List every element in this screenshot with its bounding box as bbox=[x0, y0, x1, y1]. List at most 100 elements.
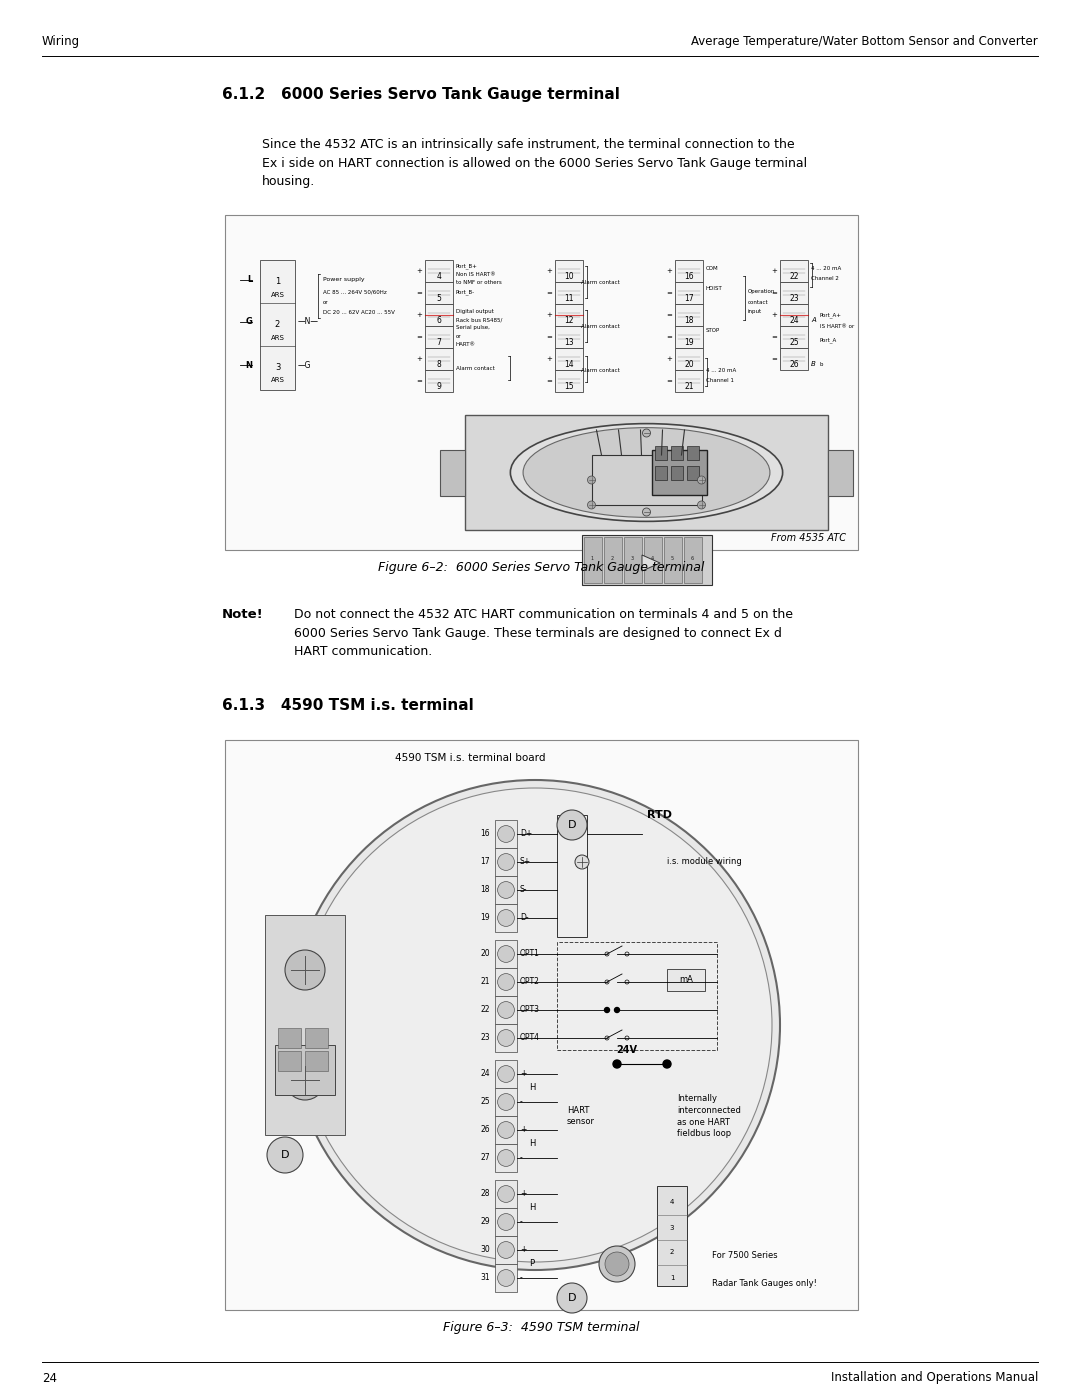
Text: 23: 23 bbox=[789, 293, 799, 303]
Bar bbox=[675, 282, 703, 305]
Bar bbox=[440, 450, 465, 496]
Circle shape bbox=[498, 909, 514, 926]
Text: 23: 23 bbox=[481, 1034, 490, 1042]
Text: Alarm contact: Alarm contact bbox=[581, 279, 619, 285]
Text: 4: 4 bbox=[436, 272, 442, 281]
Text: Do not connect the 4532 ATC HART communication on terminals 4 and 5 on the
6000 : Do not connect the 4532 ATC HART communi… bbox=[294, 608, 793, 658]
Text: +: + bbox=[519, 1189, 526, 1199]
Text: Alarm contact: Alarm contact bbox=[581, 324, 619, 328]
Text: +: + bbox=[416, 312, 422, 319]
Text: P: P bbox=[529, 1260, 535, 1268]
Bar bbox=[663, 536, 681, 583]
Text: 5: 5 bbox=[436, 293, 442, 303]
Bar bbox=[225, 215, 858, 550]
Text: D+: D+ bbox=[519, 830, 532, 838]
Text: 4 ... 20 mA: 4 ... 20 mA bbox=[706, 367, 737, 373]
Text: +: + bbox=[771, 312, 777, 319]
Bar bbox=[426, 348, 453, 370]
Bar bbox=[495, 820, 517, 848]
Circle shape bbox=[498, 826, 514, 842]
Text: 10: 10 bbox=[564, 272, 573, 281]
Bar bbox=[684, 536, 702, 583]
Text: 3: 3 bbox=[670, 1225, 674, 1231]
Text: =: = bbox=[666, 379, 672, 384]
Bar bbox=[426, 282, 453, 305]
Circle shape bbox=[588, 476, 595, 483]
Bar bbox=[265, 915, 345, 1134]
Text: +: + bbox=[546, 312, 552, 319]
Circle shape bbox=[498, 1186, 514, 1203]
Circle shape bbox=[599, 1246, 635, 1282]
Text: For 7500 Series: For 7500 Series bbox=[712, 1250, 778, 1260]
Text: 16: 16 bbox=[685, 272, 693, 281]
Bar bbox=[555, 260, 583, 282]
Circle shape bbox=[498, 1002, 514, 1018]
Text: OPT3: OPT3 bbox=[519, 1006, 540, 1014]
Text: OPT1: OPT1 bbox=[519, 950, 540, 958]
Bar bbox=[555, 305, 583, 326]
Text: Rack bus RS485/: Rack bus RS485/ bbox=[456, 317, 502, 323]
Circle shape bbox=[605, 1252, 629, 1275]
Text: +: + bbox=[416, 268, 422, 274]
Text: S-: S- bbox=[519, 886, 527, 894]
Text: ARS: ARS bbox=[271, 377, 284, 383]
Circle shape bbox=[613, 1060, 621, 1067]
Text: -: - bbox=[519, 1218, 523, 1227]
Text: +: + bbox=[519, 1246, 526, 1255]
Text: +: + bbox=[546, 268, 552, 274]
Text: contact: contact bbox=[748, 299, 769, 305]
Text: 19: 19 bbox=[481, 914, 490, 922]
Bar bbox=[581, 535, 712, 585]
Text: HART
sensor: HART sensor bbox=[567, 1105, 595, 1126]
Bar bbox=[278, 1028, 301, 1048]
Text: or: or bbox=[323, 299, 328, 305]
Circle shape bbox=[643, 429, 650, 437]
Circle shape bbox=[698, 502, 705, 509]
Text: 24: 24 bbox=[789, 316, 799, 326]
Bar bbox=[495, 1144, 517, 1172]
Bar bbox=[495, 876, 517, 904]
Text: From 4535 ATC: From 4535 ATC bbox=[771, 534, 846, 543]
Bar bbox=[495, 1116, 517, 1144]
Bar bbox=[675, 348, 703, 370]
Text: 18: 18 bbox=[685, 316, 693, 326]
Bar bbox=[278, 1051, 301, 1071]
Circle shape bbox=[498, 1242, 514, 1259]
Text: H: H bbox=[529, 1140, 536, 1148]
Text: L: L bbox=[246, 275, 252, 285]
Text: -: - bbox=[519, 1154, 523, 1162]
Text: 17: 17 bbox=[481, 858, 490, 866]
Text: Port_B+: Port_B+ bbox=[456, 263, 477, 268]
Text: —G: —G bbox=[298, 360, 311, 369]
Text: 4590 TSM i.s. terminal board: 4590 TSM i.s. terminal board bbox=[395, 753, 545, 763]
Polygon shape bbox=[642, 555, 660, 571]
Bar bbox=[654, 446, 666, 460]
Circle shape bbox=[615, 1007, 620, 1013]
Circle shape bbox=[291, 780, 780, 1270]
Text: =: = bbox=[666, 291, 672, 296]
Circle shape bbox=[557, 1282, 588, 1313]
Circle shape bbox=[588, 502, 595, 509]
Circle shape bbox=[643, 509, 650, 515]
Bar bbox=[555, 348, 583, 370]
Circle shape bbox=[498, 1150, 514, 1166]
Text: 27: 27 bbox=[481, 1154, 490, 1162]
Text: 2: 2 bbox=[670, 1249, 674, 1256]
Bar bbox=[495, 904, 517, 932]
Text: =: = bbox=[546, 379, 552, 384]
Text: 24: 24 bbox=[481, 1070, 490, 1078]
Text: =: = bbox=[546, 291, 552, 296]
Bar bbox=[495, 1180, 517, 1208]
Text: 22: 22 bbox=[481, 1006, 490, 1014]
Bar bbox=[495, 1264, 517, 1292]
Text: 30: 30 bbox=[481, 1246, 490, 1255]
Text: 21: 21 bbox=[481, 978, 490, 986]
Bar bbox=[495, 848, 517, 876]
Text: +: + bbox=[519, 1126, 526, 1134]
Bar bbox=[495, 996, 517, 1024]
Bar bbox=[644, 536, 661, 583]
Circle shape bbox=[498, 1122, 514, 1139]
Bar bbox=[495, 1236, 517, 1264]
Bar bbox=[671, 446, 683, 460]
Bar bbox=[780, 260, 808, 282]
